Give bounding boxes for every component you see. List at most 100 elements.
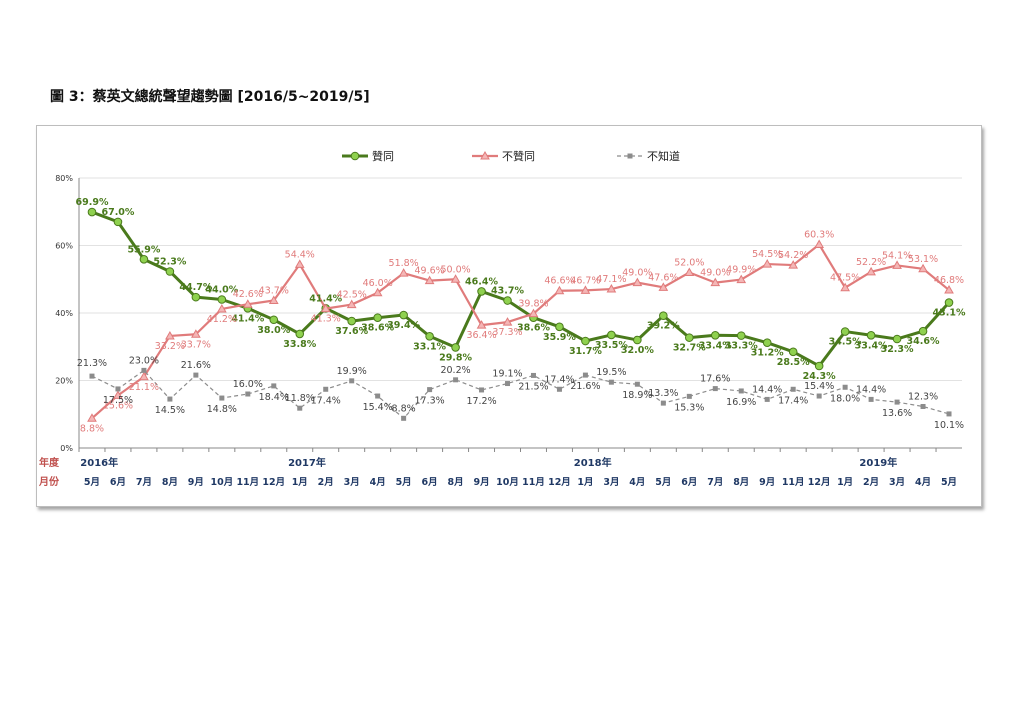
x-month-label: 12月 <box>262 477 285 488</box>
point-approve <box>840 327 850 336</box>
point-unknown <box>427 387 433 393</box>
data-label-unknown: 21.6% <box>570 381 600 392</box>
x-month-label: 10月 <box>210 477 233 488</box>
point-disapprove <box>918 263 928 273</box>
data-label-unknown: 11.8% <box>285 393 315 404</box>
point-disapprove <box>113 390 123 399</box>
data-label-disapprove: 33.7% <box>181 339 211 350</box>
point-unknown <box>401 415 407 421</box>
point-disapprove <box>892 260 902 269</box>
data-label-unknown: 17.3% <box>415 396 445 407</box>
x-month-label: 6月 <box>422 477 438 488</box>
data-label-approve: 34.5% <box>829 337 862 348</box>
x-month-label: 3月 <box>889 477 905 488</box>
chart-frame: 0% 20% 40% 60% 80% 年度 月份 2016年 2017年 2018年 2019年 5… <box>36 125 982 507</box>
point-unknown <box>712 386 718 392</box>
data-label-disapprove: 36.4% <box>466 330 496 341</box>
data-label-unknown: 15.4% <box>804 381 834 392</box>
point-unknown <box>764 396 770 402</box>
point-unknown <box>686 393 692 399</box>
legend-marker-disapprove <box>480 150 490 160</box>
data-label-approve: 67.0% <box>101 207 134 218</box>
data-label-disapprove: 49.0% <box>700 268 730 279</box>
point-disapprove <box>346 299 357 309</box>
data-label-approve: 44.0% <box>205 285 238 296</box>
data-label-approve: 55.9% <box>127 244 160 255</box>
point-disapprove <box>944 285 954 294</box>
point-unknown <box>193 372 199 378</box>
x-month-label: 9月 <box>188 477 204 488</box>
data-label-approve: 33.5% <box>595 340 628 351</box>
y-axis: 0% 20% 40% 60% 80% <box>55 174 80 453</box>
data-label-disapprove: 53.1% <box>908 254 938 265</box>
data-label-approve: 33.4% <box>855 340 888 351</box>
data-label-approve: 32.3% <box>881 344 914 355</box>
point-approve <box>762 338 772 347</box>
x-month-label: 12月 <box>548 477 571 488</box>
data-label-approve: 31.2% <box>751 348 784 359</box>
data-label-unknown: 8.8% <box>392 403 416 414</box>
legend-marker-unknown <box>627 153 633 159</box>
point-unknown <box>868 396 874 402</box>
data-label-unknown: 13.3% <box>648 388 678 399</box>
data-label-unknown: 18.0% <box>830 393 860 404</box>
data-label-disapprove: 46.8% <box>934 275 964 286</box>
point-unknown <box>479 387 485 393</box>
series-layer <box>87 207 954 422</box>
data-label-disapprove: 42.5% <box>337 290 367 301</box>
data-label-unknown: 14.4% <box>856 384 886 395</box>
point-disapprove <box>424 275 435 285</box>
point-disapprove <box>450 274 461 283</box>
data-label-unknown: 21.5% <box>518 381 548 392</box>
x-month-label: 5月 <box>941 477 957 488</box>
data-label-unknown: 17.2% <box>466 396 496 407</box>
point-approve <box>892 334 902 344</box>
point-approve <box>659 311 668 320</box>
data-label-disapprove: 43.7% <box>259 286 289 297</box>
x-month-label: 5月 <box>396 477 412 488</box>
point-disapprove <box>216 303 227 313</box>
x-row-caption-year: 年度 <box>39 456 60 469</box>
x-month-label: 4月 <box>629 477 645 488</box>
data-label-unknown: 17.6% <box>700 374 730 385</box>
point-unknown <box>816 393 822 399</box>
data-label-approve: 38.6% <box>361 323 394 334</box>
legend: 贊同 不贊同 不知道 <box>342 149 680 163</box>
series-line-unknown <box>91 369 950 419</box>
data-label-unknown: 16.9% <box>726 397 756 408</box>
point-disapprove <box>710 277 721 287</box>
x-month-label: 2月 <box>318 477 334 488</box>
x-month-label: 11月 <box>236 477 259 488</box>
data-label-unknown: 18.9% <box>622 390 652 401</box>
point-unknown <box>634 381 640 387</box>
x-year-label: 2016年 <box>80 456 118 469</box>
data-label-unknown: 10.1% <box>934 420 964 431</box>
data-label-unknown: 19.1% <box>492 369 522 380</box>
point-approve <box>944 298 954 307</box>
data-label-disapprove: 41.2% <box>207 314 237 325</box>
data-label-unknown: 15.3% <box>674 402 704 413</box>
point-unknown <box>323 386 329 392</box>
data-label-approve: 34.6% <box>907 336 940 347</box>
x-month-label: 8月 <box>733 477 749 488</box>
data-label-approve: 28.5% <box>777 357 810 368</box>
point-unknown <box>297 405 303 411</box>
x-month-label: 1月 <box>292 477 308 488</box>
y-tick-label: 60% <box>55 242 73 251</box>
x-row-caption-month: 月份 <box>38 475 60 488</box>
point-unknown <box>219 395 225 401</box>
legend-label-unknown: 不知道 <box>647 149 680 163</box>
data-label-unknown: 17.4% <box>311 395 341 406</box>
x-month-label: 9月 <box>759 477 775 488</box>
legend-label-disapprove: 不贊同 <box>502 149 535 163</box>
data-label-disapprove: 37.3% <box>492 327 522 338</box>
data-label-approve: 33.1% <box>413 341 446 352</box>
x-month-label: 10月 <box>496 477 519 488</box>
data-label-disapprove: 50.0% <box>440 264 470 275</box>
point-disapprove <box>502 317 513 326</box>
data-label-disapprove: 15.6% <box>103 400 133 411</box>
point-unknown <box>245 391 251 397</box>
point-disapprove <box>294 259 305 268</box>
